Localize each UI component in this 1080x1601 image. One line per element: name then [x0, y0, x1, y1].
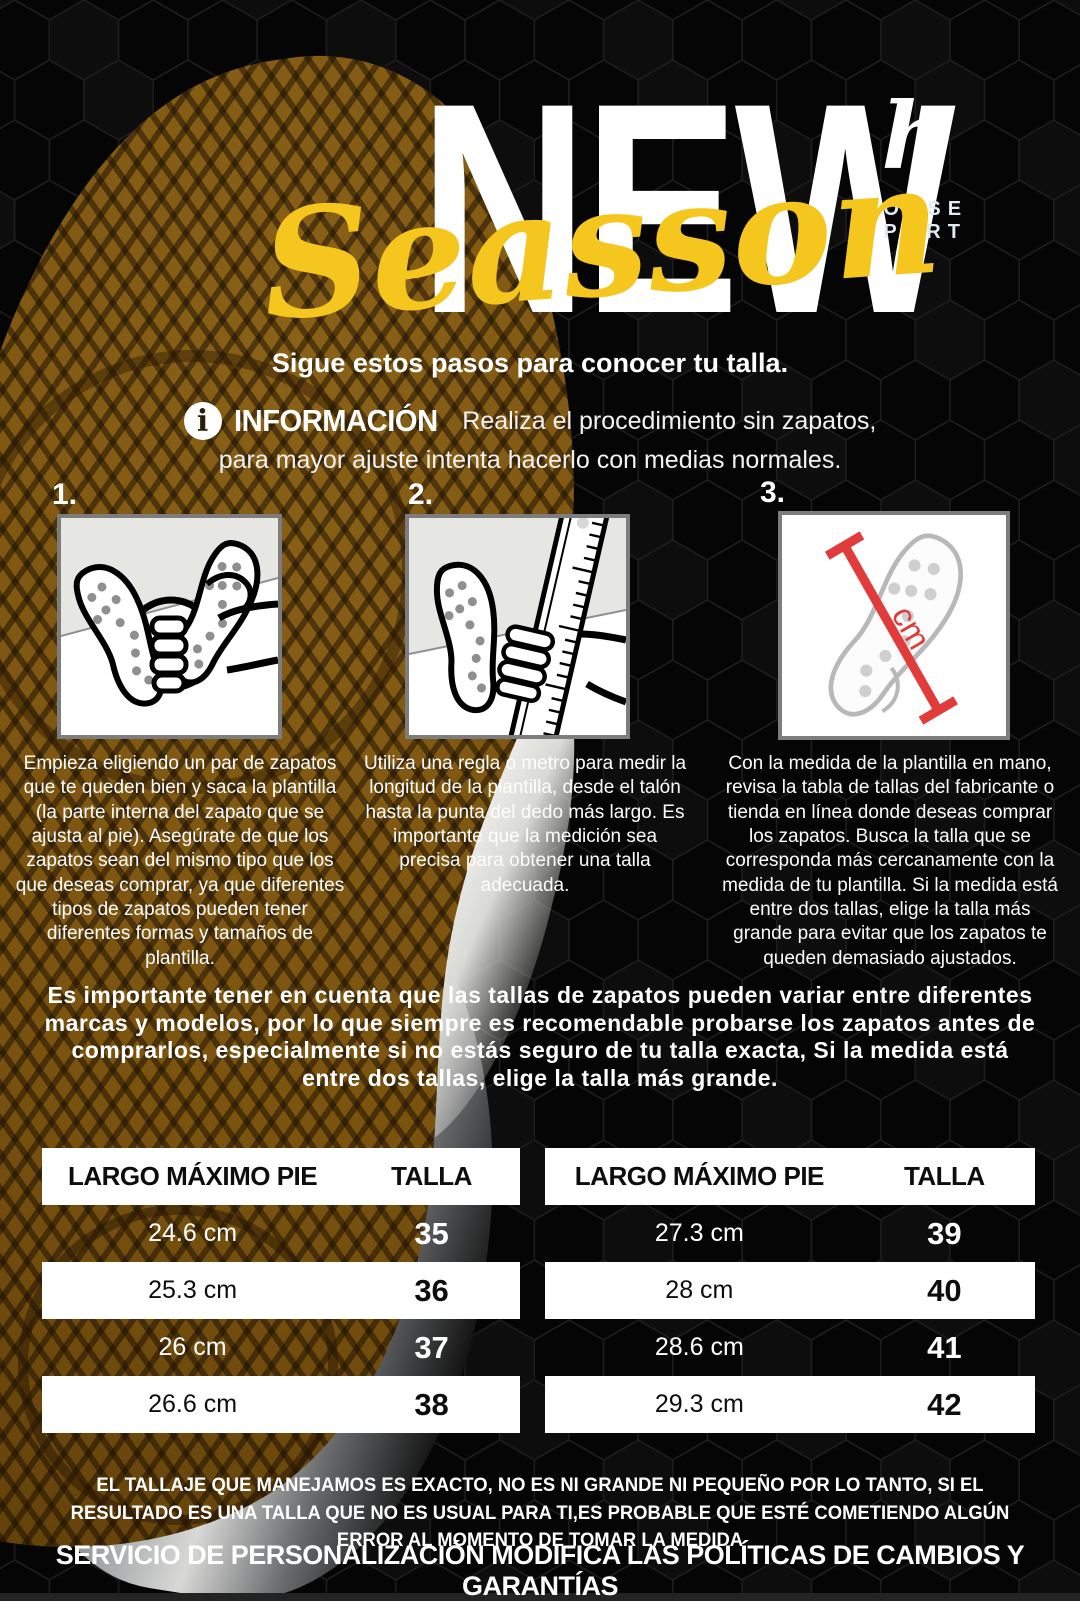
sizing-disclaimer: EL TALLAJE QUE MANEJAMOS ES EXACTO, NO E…: [70, 1475, 1010, 1552]
seasson-script-headline: Seasson: [256, 131, 947, 355]
table-row: 29.3 cm 42: [545, 1376, 1035, 1433]
table-row: 28.6 cm 41: [654, 1329, 962, 1365]
ruler-ticks: [543, 521, 604, 735]
step-3-text: Con la medida de la plantilla en mano, r…: [722, 753, 1058, 969]
step-1-illustration-box: [57, 514, 282, 739]
step-1-number: 1.: [52, 478, 78, 511]
step-2-text: Utiliza una regla o metro para medir la …: [363, 753, 687, 896]
ruler-measuring-insole-icon: [409, 518, 626, 735]
step-2-illustration-box: [405, 514, 630, 739]
table-header-row: LARGO MÁXIMO PIE TALLA: [42, 1148, 520, 1205]
table-row: 26 cm 37: [158, 1329, 449, 1365]
step-3-illustration-box: cm: [778, 511, 1010, 740]
table-row: 25.3 cm 36: [42, 1262, 520, 1319]
table-header-row: LARGO MÁXIMO PIE TALLA: [545, 1148, 1035, 1205]
house-sport-logo: h HOUSE SPORT: [805, 88, 1025, 244]
page-title: Sigue estos pasos para conocer tu talla.: [271, 348, 789, 378]
info-icon: i: [183, 402, 222, 440]
sole-heel-tread-ring: [18, 1205, 338, 1525]
table-row: 28 cm 40: [545, 1262, 1035, 1319]
column-header-length: LARGO MÁXIMO PIE: [574, 1161, 825, 1191]
column-header-length: LARGO MÁXIMO PIE: [68, 1161, 318, 1191]
bottom-edge-strip: [0, 1593, 1080, 1601]
table-row: 24.6 cm 35: [148, 1215, 449, 1251]
column-header-size: TALLA: [903, 1161, 985, 1191]
insole-measurement-icon: cm: [824, 531, 963, 725]
table-row: 26.6 cm 38: [42, 1376, 520, 1433]
service-policy-note: SERVICIO DE PERSONALIZACIÓN MODIFICA LAS…: [55, 1540, 1025, 1601]
insoles-in-hand-icon: [61, 518, 278, 707]
size-table-right: LARGO MÁXIMO PIE TALLA 27.3 cm 39 28 cm …: [545, 1148, 1035, 1433]
column-header-size: TALLA: [391, 1161, 472, 1191]
table-row: 27.3 cm 39: [654, 1215, 962, 1251]
new-headline: NEW: [419, 40, 956, 376]
info-text-line1: Realiza el procedimiento sin zapatos,: [462, 406, 877, 435]
logo-wordmark: HOUSE SPORT: [861, 198, 969, 243]
info-row: i INFORMACIÓN Realiza el procedimiento s…: [10, 402, 1050, 440]
info-text-line2: para mayor ajuste intenta hacerlo con me…: [218, 446, 842, 474]
sizing-notice: Es importante tener en cuenta que las ta…: [44, 982, 1036, 1091]
measurement-line: [824, 531, 958, 725]
logo-h-icon: h: [881, 82, 949, 190]
info-label: INFORMACIÓN: [233, 403, 438, 438]
size-table-left: LARGO MÁXIMO PIE TALLA 24.6 cm 35 25.3 c…: [42, 1148, 520, 1433]
step-2-number: 2.: [408, 478, 434, 511]
step-3-number: 3.: [760, 476, 786, 509]
step-1-text: Empieza eligiendo un par de zapatos que …: [15, 753, 345, 969]
